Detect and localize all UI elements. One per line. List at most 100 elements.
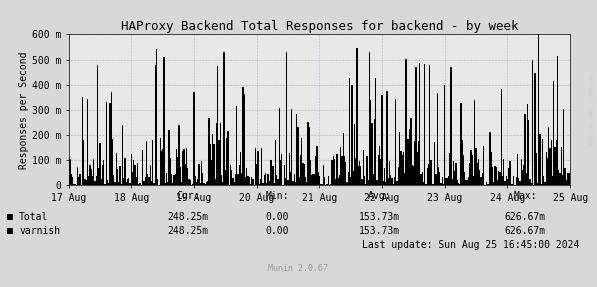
Bar	[101, 179, 102, 185]
Bar	[509, 161, 510, 185]
Text: 0.00: 0.00	[266, 212, 290, 222]
Bar	[126, 182, 127, 185]
Bar	[436, 93, 438, 185]
Bar	[304, 164, 305, 185]
Bar	[293, 181, 294, 185]
Bar	[315, 156, 316, 185]
Text: 0.00: 0.00	[266, 226, 290, 236]
Bar	[273, 183, 275, 185]
Bar	[387, 178, 389, 185]
Bar	[556, 140, 557, 185]
Bar	[137, 163, 139, 185]
Bar	[184, 164, 186, 185]
Bar	[167, 182, 168, 185]
Bar	[547, 158, 548, 185]
Bar	[566, 180, 567, 185]
Bar	[74, 184, 76, 185]
Bar	[174, 174, 176, 185]
Bar	[133, 160, 134, 185]
Bar	[524, 114, 525, 185]
Bar	[404, 173, 405, 185]
Bar	[380, 159, 381, 185]
Bar	[423, 183, 424, 185]
Bar	[284, 165, 285, 185]
Bar	[119, 166, 121, 185]
Bar	[295, 182, 296, 185]
Bar	[144, 177, 146, 185]
Bar	[235, 174, 236, 185]
Bar	[146, 141, 147, 185]
Bar	[122, 125, 123, 185]
Bar	[441, 183, 442, 185]
Bar	[224, 170, 226, 185]
Bar	[104, 184, 106, 185]
Bar	[162, 149, 164, 185]
Bar	[470, 150, 472, 185]
Bar	[182, 151, 183, 185]
Bar	[294, 174, 295, 185]
Bar	[270, 160, 271, 185]
Bar	[400, 151, 402, 185]
Bar	[157, 179, 158, 185]
Bar	[189, 179, 190, 185]
Bar	[345, 162, 346, 185]
Bar	[429, 65, 430, 185]
Bar	[424, 64, 425, 185]
Bar	[68, 181, 69, 185]
Bar	[212, 133, 214, 185]
Bar	[265, 172, 266, 185]
Bar	[561, 148, 562, 185]
Bar	[334, 159, 335, 185]
Bar	[432, 184, 433, 185]
Bar	[483, 146, 484, 185]
Text: ■: ■	[7, 212, 13, 222]
Bar	[341, 156, 343, 185]
Bar	[96, 176, 97, 185]
Bar	[108, 183, 109, 185]
Bar	[464, 172, 466, 185]
Bar	[247, 176, 248, 185]
Bar	[340, 147, 341, 185]
Title: HAProxy Backend Total Responses for backend - by week: HAProxy Backend Total Responses for back…	[121, 20, 518, 33]
Bar	[433, 184, 434, 185]
Bar	[531, 183, 532, 185]
Bar	[373, 174, 374, 185]
Bar	[414, 141, 416, 185]
Bar	[88, 176, 90, 185]
Bar	[305, 177, 306, 185]
Bar	[444, 85, 445, 185]
Bar	[136, 177, 137, 185]
Bar	[195, 176, 196, 185]
Bar	[230, 165, 231, 185]
Bar	[336, 154, 337, 185]
Bar	[226, 138, 227, 185]
Bar	[201, 161, 202, 185]
Bar	[261, 148, 262, 185]
Bar	[233, 182, 235, 185]
Bar	[92, 176, 93, 185]
Bar	[91, 170, 92, 185]
Bar	[369, 52, 370, 185]
Bar	[219, 139, 220, 185]
Bar	[183, 149, 184, 185]
Bar	[248, 177, 250, 185]
Bar	[347, 172, 349, 185]
Bar	[519, 181, 521, 185]
Bar	[84, 179, 85, 185]
Bar	[199, 183, 201, 185]
Bar	[420, 174, 421, 185]
Bar	[516, 177, 517, 185]
Bar	[256, 164, 257, 185]
Bar	[93, 159, 94, 185]
Bar	[487, 184, 488, 185]
Bar	[331, 160, 333, 185]
Bar	[121, 184, 122, 185]
Bar	[296, 114, 297, 185]
Y-axis label: Responses per Second: Responses per Second	[19, 51, 29, 168]
Text: 248.25m: 248.25m	[168, 212, 208, 222]
Bar	[364, 176, 365, 185]
Bar	[267, 174, 269, 185]
Bar	[291, 109, 293, 185]
Bar	[521, 159, 522, 185]
Bar	[149, 166, 151, 185]
